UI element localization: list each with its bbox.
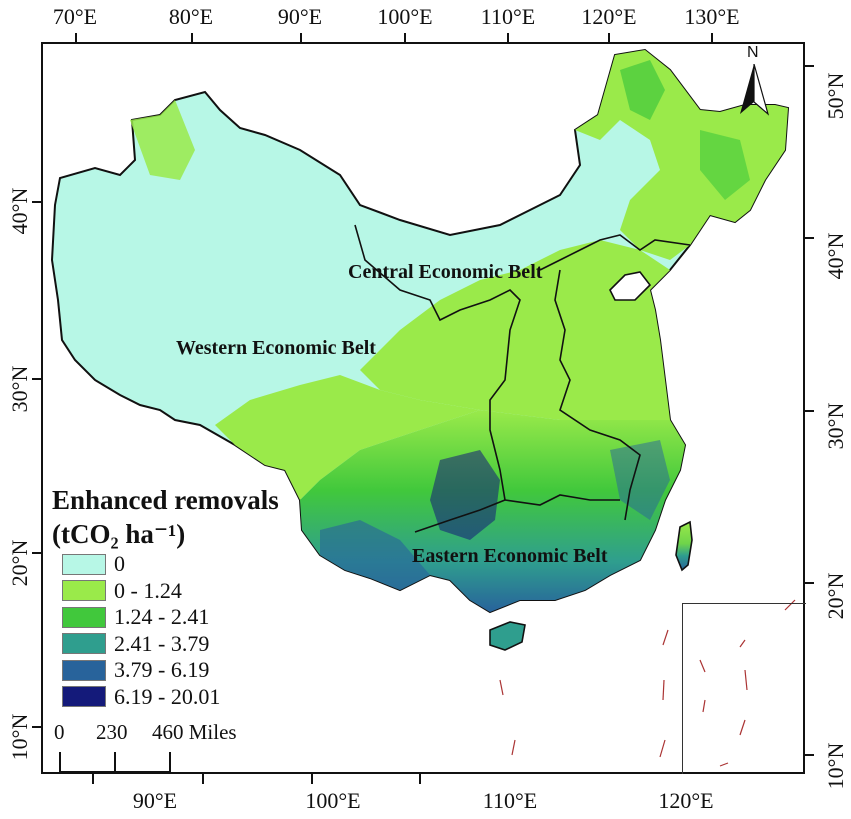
legend-label: 6.19 - 20.01 — [114, 683, 221, 709]
lon-label-120e: 120°E — [581, 4, 637, 29]
lon-label-90e: 90°E — [277, 4, 323, 29]
lon-label-100e: 100°E — [377, 4, 433, 29]
nine-dash-line — [499, 599, 796, 767]
south-china-sea-inset — [682, 603, 806, 774]
label-central-economic-belt: Central Economic Belt — [348, 261, 543, 283]
lon-label-bottom-110e: 110°E — [482, 788, 538, 813]
tick-mark — [311, 774, 313, 784]
tick-mark — [805, 410, 814, 412]
tick-mark — [608, 33, 610, 42]
label-eastern-economic-belt: Eastern Economic Belt — [412, 545, 608, 567]
taiwan-island — [675, 520, 693, 572]
lon-label-bottom-100e: 100°E — [305, 788, 361, 813]
legend: Enhanced removals (tCO₂ ha⁻¹) 0 0 - 1.24… — [52, 483, 279, 710]
tick-mark — [805, 754, 814, 756]
scale-label-0: 0 — [54, 720, 65, 744]
legend-title: Enhanced removals — [52, 485, 279, 515]
legend-item: 2.41 - 3.79 — [62, 631, 279, 658]
legend-unit: (tCO₂ ha⁻¹) — [52, 519, 186, 549]
north-arrow-icon — [740, 64, 769, 116]
north-arrow: N — [739, 44, 769, 116]
legend-label: 0 - 1.24 — [114, 577, 182, 603]
legend-label: 1.24 - 2.41 — [114, 604, 210, 630]
scale-bar: 0 230 460 Miles — [52, 720, 312, 773]
lon-label-130e: 130°E — [684, 4, 740, 29]
scale-label-230: 230 — [96, 720, 128, 744]
legend-swatch — [62, 633, 106, 655]
legend-swatch — [62, 606, 106, 628]
tick-mark — [92, 774, 94, 784]
tick-mark — [32, 378, 41, 380]
legend-swatch — [62, 659, 106, 681]
tick-mark — [507, 33, 509, 42]
scale-label-460: 460 Miles — [152, 720, 237, 744]
scale-bar-icon — [59, 752, 171, 773]
legend-item: 6.19 - 20.01 — [62, 684, 279, 711]
north-label: N — [747, 44, 759, 61]
lon-label-80e: 80°E — [168, 4, 214, 29]
tick-mark — [32, 552, 41, 554]
lon-label-70e: 70°E — [52, 4, 98, 29]
tick-mark — [75, 33, 77, 42]
legend-label: 2.41 - 3.79 — [114, 630, 210, 656]
tick-mark — [805, 237, 814, 239]
legend-item: 0 — [62, 551, 279, 578]
legend-swatch — [62, 686, 106, 708]
legend-item: 3.79 - 6.19 — [62, 657, 279, 684]
lon-label-110e: 110°E — [480, 4, 536, 29]
hainan-island — [489, 621, 526, 651]
tick-mark — [404, 33, 406, 42]
legend-label: 3.79 - 6.19 — [114, 657, 210, 683]
label-western-economic-belt: Western Economic Belt — [176, 337, 376, 359]
tick-mark — [805, 582, 814, 584]
legend-item: 1.24 - 2.41 — [62, 604, 279, 631]
legend-label: 0 — [114, 551, 125, 577]
tick-mark — [32, 726, 41, 728]
legend-swatch — [62, 580, 106, 602]
tick-mark — [300, 33, 302, 42]
tick-mark — [202, 774, 204, 784]
lon-label-bottom-120e: 120°E — [658, 788, 714, 813]
legend-item: 0 - 1.24 — [62, 578, 279, 605]
tick-mark — [191, 33, 193, 42]
tick-mark — [805, 65, 814, 67]
tick-mark — [711, 33, 713, 42]
tick-mark — [419, 774, 421, 784]
legend-swatch — [62, 553, 106, 575]
lon-label-bottom-90e: 90°E — [132, 788, 178, 813]
tick-mark — [32, 201, 41, 203]
